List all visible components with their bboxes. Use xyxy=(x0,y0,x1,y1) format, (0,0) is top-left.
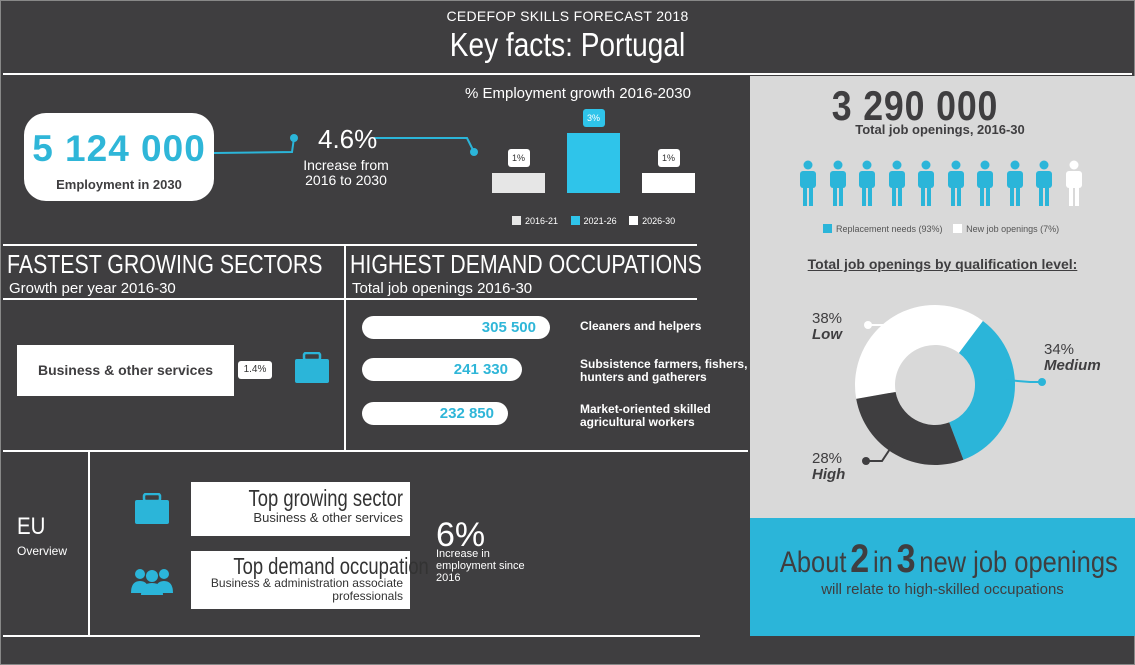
person-icon xyxy=(829,160,846,206)
qual-low-level: Low xyxy=(812,326,842,343)
occupation-value: 305 500 xyxy=(362,316,550,339)
openings-legend: Replacement needs (93%) New job openings… xyxy=(823,224,1059,234)
briefcase-icon xyxy=(295,352,329,383)
qual-low-pct: 38% xyxy=(812,310,843,327)
legend-item: Replacement needs (93%) xyxy=(823,224,943,234)
donut-leader-line xyxy=(868,324,907,343)
eu-occupation-title: Top demand occupation xyxy=(233,553,429,579)
legend-item: 2026-30 xyxy=(629,216,675,226)
header xyxy=(3,3,1132,75)
about-subtitle: will relate to high-skilled occupations xyxy=(821,581,1064,598)
sectors-subtitle: Growth per year 2016-30 xyxy=(9,280,176,297)
person-icon xyxy=(800,160,816,206)
person-icon xyxy=(947,160,964,206)
eu-sector-value: Business & other services xyxy=(253,510,403,525)
employment-growth: 4.6% xyxy=(318,124,378,154)
chart-data-label: 1% xyxy=(507,149,530,167)
eu-title: EU xyxy=(17,513,46,540)
chart-title: % Employment growth 2016-2030 xyxy=(465,85,691,102)
person-icon xyxy=(1036,160,1052,206)
eu-growth-label: Increase in employment since 2016 xyxy=(436,548,525,584)
openings-value: 3 290 000 xyxy=(831,82,999,129)
qual-medium-level: Medium xyxy=(1044,357,1101,374)
occupation-value: 241 330 xyxy=(362,358,522,381)
occupation-label: Subsistence farmers, fishers, hunters an… xyxy=(580,357,748,384)
people-group-icon xyxy=(131,569,173,595)
qual-medium-label: 34% Medium xyxy=(1044,342,1101,374)
qualification-donut-chart xyxy=(855,305,1046,465)
about-headline: About 2 in 3 new job openings xyxy=(779,537,1118,581)
donut-leader-line xyxy=(866,439,897,462)
person-icon xyxy=(1065,160,1082,206)
connector-lines xyxy=(213,134,478,156)
briefcase-icon xyxy=(135,493,169,524)
donut-leader-dot xyxy=(1038,378,1046,386)
legend-item: 2021-26 xyxy=(570,216,617,226)
qualification-title: Total job openings by qualification leve… xyxy=(807,256,1078,272)
employment-label: Employment in 2030 xyxy=(56,177,182,192)
employment-value: 5 124 000 xyxy=(32,128,206,169)
qual-high-label: 28% High xyxy=(812,451,845,483)
divider xyxy=(3,298,697,300)
donut-segment xyxy=(949,320,1015,460)
chart-bar xyxy=(492,173,545,193)
chart-bar xyxy=(567,133,620,193)
occupation-value: 232 850 xyxy=(362,402,508,425)
about-panel xyxy=(750,518,1135,636)
donut-segment xyxy=(856,391,964,465)
occupation-label: Market-oriented skilled agricultural wor… xyxy=(580,402,711,429)
divider xyxy=(88,450,90,636)
qual-high-pct: 28% xyxy=(812,450,843,467)
divider xyxy=(3,244,697,246)
legend-item: New job openings (7%) xyxy=(953,224,1059,234)
sector-name: Business & other services xyxy=(17,345,234,396)
legend-item: 2016-21 xyxy=(512,216,558,226)
occupations-title: HIGHEST DEMAND OCCUPATIONS xyxy=(350,249,702,279)
occupation-label: Cleaners and helpers xyxy=(580,319,702,333)
eu-occupation-card: Top demand occupation Business & adminis… xyxy=(191,551,429,609)
eu-growth: 6% xyxy=(436,516,486,554)
divider xyxy=(3,635,700,637)
donut-segment xyxy=(855,305,983,399)
qual-high-level: High xyxy=(812,466,846,483)
qual-low-label: 38% Low xyxy=(812,311,842,343)
chart-data-label: 3% xyxy=(582,109,605,127)
chart-data-label: 1% xyxy=(657,149,680,167)
divider xyxy=(3,450,748,452)
sectors-title: FASTEST GROWING SECTORS xyxy=(7,249,323,279)
person-icon xyxy=(918,160,934,206)
growth-bar-chart: 1% 3% 1% xyxy=(490,105,700,193)
eu-sector-title: Top growing sector xyxy=(248,485,403,511)
person-icon xyxy=(888,160,905,206)
person-icon xyxy=(1006,160,1023,206)
donut-leader-dot xyxy=(862,457,870,465)
eu-subtitle: Overview xyxy=(17,544,68,558)
openings-label: Total job openings, 2016-30 xyxy=(855,122,1025,137)
qual-medium-pct: 34% xyxy=(1044,341,1075,358)
employment-box xyxy=(24,113,214,201)
chart-bar xyxy=(642,173,695,193)
eu-occupation-value: Business & administration associate prof… xyxy=(210,576,403,603)
divider xyxy=(344,244,346,450)
donut-leader-dot xyxy=(864,321,872,329)
employment-growth-label: Increase from 2016 to 2030 xyxy=(303,157,389,188)
person-icon xyxy=(859,160,875,206)
person-icon xyxy=(977,160,993,206)
people-pictogram xyxy=(798,160,1098,206)
page-title: Key facts: Portugal xyxy=(449,26,686,63)
chart-legend: 2016-21 2021-26 2026-30 xyxy=(512,216,675,226)
occupations-subtitle: Total job openings 2016-30 xyxy=(352,280,533,297)
header-kicker: CEDEFOP SKILLS FORECAST 2018 xyxy=(446,8,689,24)
eu-sector-card: Top growing sector Business & other serv… xyxy=(191,482,410,536)
sector-growth: 1.4% xyxy=(238,361,272,379)
